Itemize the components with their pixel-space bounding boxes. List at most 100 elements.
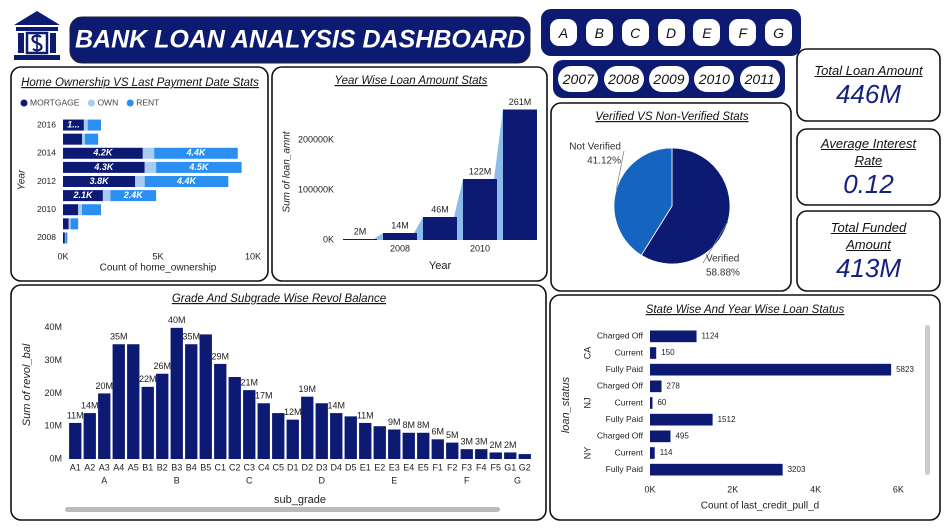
data-label: 4.5K [188, 162, 210, 172]
filter-button[interactable]: B [585, 19, 613, 46]
bar [68, 218, 71, 230]
bar [170, 327, 183, 459]
bar [272, 413, 285, 459]
x-tick-label: C4 [258, 462, 270, 472]
data-label: 6M [431, 427, 444, 437]
x-tick-label: C3 [243, 462, 255, 472]
bar [127, 344, 140, 459]
bar [228, 377, 241, 459]
bar [373, 426, 386, 459]
bar [63, 175, 136, 188]
bar [431, 439, 444, 459]
bar [650, 347, 657, 359]
group-label: B [174, 475, 180, 485]
bar [156, 161, 242, 173]
filter-button[interactable]: 2011 [739, 66, 780, 92]
data-label: 14M [391, 220, 409, 230]
kpi-value: 413M [835, 253, 902, 283]
bar [82, 133, 85, 145]
legend-label: OWN [97, 97, 118, 107]
bar [135, 175, 145, 188]
x-tick-label: A1 [70, 462, 81, 472]
filter-button[interactable]: 2009 [648, 66, 689, 92]
data-label: 3M [475, 437, 488, 447]
data-label: 9M [388, 417, 401, 427]
y-axis-title: Sum of revol_bal [21, 343, 33, 426]
chart-title: Grade And Subgrade Wise Revol Balance [172, 293, 386, 305]
bar [286, 419, 299, 459]
bar [156, 373, 169, 459]
x-tick-label: F2 [447, 462, 458, 472]
x-tick-label: 2008 [390, 243, 410, 253]
kpi-card: Average Interest Rate 0.12 [807, 129, 930, 205]
bar [144, 161, 157, 173]
filter-button[interactable]: 2007 [558, 66, 599, 92]
bar [82, 204, 101, 216]
y-tick-label: Charged Off [597, 431, 644, 441]
title-bar [69, 16, 531, 64]
bar [63, 232, 65, 244]
filter-button[interactable]: C [621, 19, 649, 46]
scrollbar[interactable] [925, 325, 930, 475]
filter-button[interactable]: G [765, 19, 793, 46]
group-label: C [246, 475, 253, 485]
bar [650, 330, 697, 343]
data-label: 261M [509, 97, 532, 107]
y-tick-label: 100000K [298, 184, 334, 194]
data-label: 1124 [702, 331, 720, 340]
data-label: 8M [417, 420, 430, 430]
data-label: 278 [667, 381, 681, 390]
x-tick-label: E1 [360, 462, 371, 472]
filter-button[interactable]: 2010 [694, 66, 735, 92]
data-label: 2.1K [72, 190, 94, 200]
bar [63, 133, 82, 145]
x-tick-label: 2010 [470, 243, 490, 253]
legend-swatch [87, 99, 95, 107]
x-tick-label: F4 [476, 462, 487, 472]
data-label: 60 [657, 398, 666, 407]
data-label: 5M [446, 430, 459, 440]
pie-label: Verified [706, 254, 739, 265]
scrollbar[interactable] [65, 507, 500, 512]
y-tick-label: 2008 [37, 232, 56, 242]
filter-button[interactable]: E [693, 19, 721, 46]
filter-button[interactable]: D [657, 19, 685, 46]
filter-button[interactable]: A [549, 19, 577, 46]
y-tick-label: Fully Paid [606, 464, 644, 474]
x-tick-label: B3 [171, 462, 182, 472]
panel [796, 210, 941, 292]
kpi-value: 0.12 [843, 169, 894, 199]
x-tick-label: 4K [810, 484, 821, 494]
bar [650, 430, 671, 443]
data-label: 4.2K [92, 148, 114, 158]
y-tick-label: 2016 [37, 119, 56, 129]
chart-title: State Wise And Year Wise Loan Status [646, 304, 845, 316]
x-tick-label: E3 [389, 462, 400, 472]
bar [65, 232, 68, 244]
y-axis-title: loan_status [560, 376, 572, 433]
y-axis-title: Sum of loan_amnt [282, 130, 293, 212]
y-tick-label: Current [615, 397, 644, 407]
y-tick-label: Fully Paid [606, 364, 644, 374]
data-label: 20M [95, 381, 113, 391]
panel [796, 128, 941, 206]
bar [110, 190, 157, 202]
ribbon [374, 233, 383, 240]
bar [650, 413, 713, 426]
filter-button[interactable]: F [729, 19, 757, 46]
x-tick-label: F1 [432, 462, 443, 472]
bar [330, 413, 343, 459]
data-label: 29M [211, 351, 229, 361]
x-tick-label: 5K [152, 251, 163, 261]
x-tick-label: B2 [157, 462, 168, 472]
x-tick-label: F3 [461, 462, 472, 472]
bar [63, 218, 69, 230]
legend-label: RENT [136, 97, 159, 107]
filter-button[interactable]: 2008 [603, 66, 644, 92]
data-label: 3.8K [90, 176, 111, 186]
data-label: 4.4K [176, 176, 198, 186]
group-label: E [391, 475, 397, 485]
bar [315, 403, 328, 459]
bar [83, 119, 88, 131]
bar [98, 393, 111, 459]
